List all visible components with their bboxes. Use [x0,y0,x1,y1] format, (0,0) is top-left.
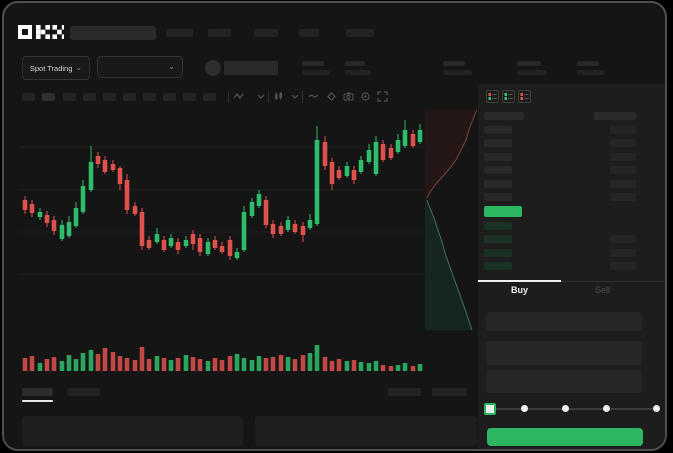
okx-logo [18,25,64,39]
nav-item-placeholder[interactable] [166,29,193,37]
settings-icon[interactable] [360,91,371,102]
ask-amount-placeholder [610,153,636,161]
toolbar-separator [302,91,303,103]
order-form-field[interactable] [486,312,642,331]
amount-slider-handle[interactable] [484,403,496,415]
ob-header-amount-placeholder [594,112,636,120]
book-bids-icon[interactable] [502,90,515,103]
active-tab-underline [22,400,53,402]
bottom-tab-placeholder[interactable] [67,388,100,396]
ask-price-placeholder[interactable] [484,139,512,147]
buy-submit-button[interactable] [487,428,643,446]
camera-icon[interactable] [343,91,354,102]
chevron-down-icon[interactable] [256,91,267,102]
timeframe-button[interactable] [143,93,156,101]
pair-dropdown[interactable]: ⌄ [97,56,183,78]
coin-avatar [205,60,221,76]
timeframe-button[interactable] [22,93,35,101]
nav-item-placeholder[interactable] [299,29,319,37]
ask-amount-placeholder [610,126,636,134]
compare-diamond-icon[interactable] [326,91,337,102]
timeframe-button[interactable] [123,93,136,101]
timeframe-button[interactable] [183,93,196,101]
nav-item-placeholder[interactable] [208,29,231,37]
chevron-down-icon[interactable] [290,91,301,102]
market-type-label: Spot Trading [29,63,73,73]
stat-label-placeholder [345,61,365,66]
candlestick-chart[interactable] [20,108,432,376]
book-combined-icon[interactable] [486,90,499,103]
ask-price-placeholder[interactable] [484,180,512,188]
stat-label-placeholder [577,61,599,66]
slider-step-dot[interactable] [603,405,610,412]
ob-header-price-placeholder [484,112,524,120]
bid-price-placeholder[interactable] [484,262,512,270]
timeframe-button[interactable] [63,93,76,101]
stat-value-placeholder [345,70,371,75]
bottom-tab-placeholder[interactable] [22,388,53,396]
timeframe-button[interactable] [163,93,176,101]
bid-price-placeholder[interactable] [484,222,512,230]
toolbar-separator [228,91,229,103]
timeframe-button[interactable] [103,93,116,101]
ask-amount-placeholder [610,166,636,174]
order-form-field[interactable] [486,341,642,365]
last-price-placeholder [224,61,278,75]
buy-tab-indicator [478,280,561,282]
chevron-down-icon: ⌄ [75,63,83,72]
nav-item-placeholder[interactable] [254,29,278,37]
amount-slider-track[interactable] [489,408,657,410]
stat-label-placeholder [443,61,465,66]
depth-chart [425,110,477,330]
bid-price-placeholder[interactable] [484,235,512,243]
stat-label-placeholder [302,61,324,66]
bottom-panel [22,416,243,446]
stat-value-placeholder [517,70,547,75]
timeframe-button[interactable] [42,93,55,101]
ask-price-placeholder[interactable] [484,153,512,161]
slider-step-dot[interactable] [521,405,528,412]
ask-price-placeholder[interactable] [484,126,512,134]
timeframe-button[interactable] [203,93,216,101]
stat-value-placeholder [443,70,472,75]
tab-buy[interactable]: Buy [510,285,528,295]
bottom-action-placeholder[interactable] [388,388,421,396]
bottom-panel [255,416,477,446]
wave-line-icon[interactable] [308,91,319,102]
last-price-bar [484,206,522,217]
ask-amount-placeholder [610,139,636,147]
bid-amount-placeholder [610,262,636,270]
ask-amount-placeholder [610,180,636,188]
candle-style-icon[interactable] [273,91,284,102]
bid-price-placeholder[interactable] [484,249,512,257]
toolbar-separator [268,91,269,103]
fullscreen-icon[interactable] [377,91,388,102]
chevron-down-icon: ⌄ [168,62,175,71]
order-form-field[interactable] [486,370,642,393]
search-box[interactable] [70,26,156,40]
zigzag-indicator-icon[interactable] [233,91,244,102]
nav-item-placeholder[interactable] [346,29,374,37]
bottom-action-placeholder[interactable] [432,388,467,396]
bid-amount-placeholder [610,249,636,257]
slider-step-dot[interactable] [562,405,569,412]
market-type-dropdown[interactable]: Spot Trading ⌄ [22,56,90,80]
ask-price-placeholder[interactable] [484,193,512,201]
stat-value-placeholder [577,70,605,75]
ask-price-placeholder[interactable] [484,166,512,174]
stat-label-placeholder [517,61,541,66]
tab-divider [478,281,665,282]
slider-step-dot[interactable] [653,405,660,412]
stat-value-placeholder [302,70,330,75]
book-asks-icon[interactable] [518,90,531,103]
timeframe-button[interactable] [83,93,96,101]
tab-sell[interactable]: Sell [594,285,610,295]
bid-amount-placeholder [610,235,636,243]
ask-amount-placeholder [610,193,636,201]
